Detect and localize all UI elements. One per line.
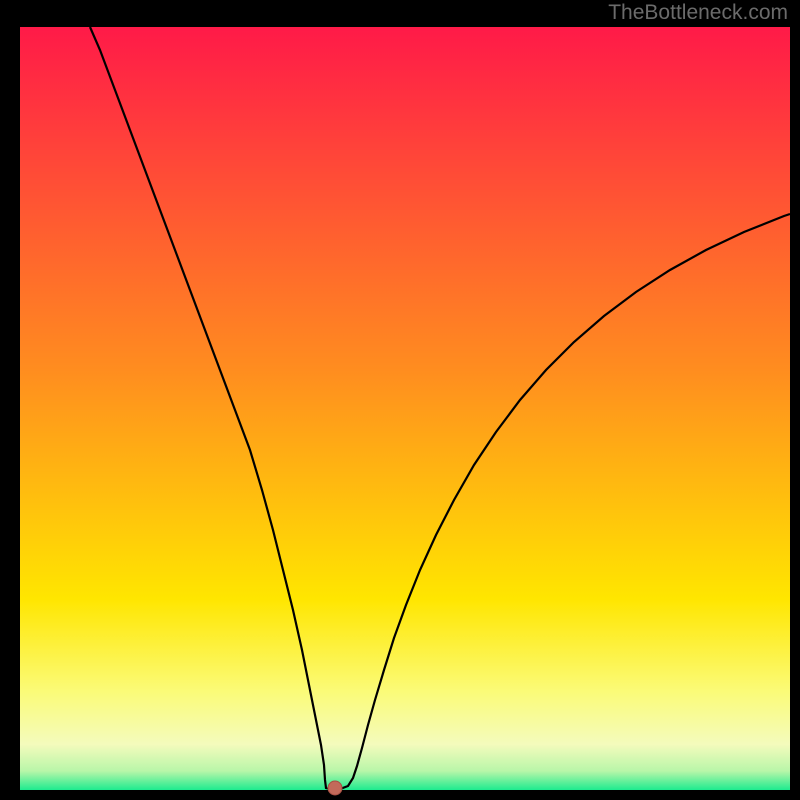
- bottleneck-curve: [90, 27, 790, 789]
- watermark-text: TheBottleneck.com: [608, 1, 788, 25]
- chart-container: TheBottleneck.com: [0, 0, 800, 800]
- minimum-marker: [328, 781, 342, 795]
- chart-svg: [0, 0, 800, 800]
